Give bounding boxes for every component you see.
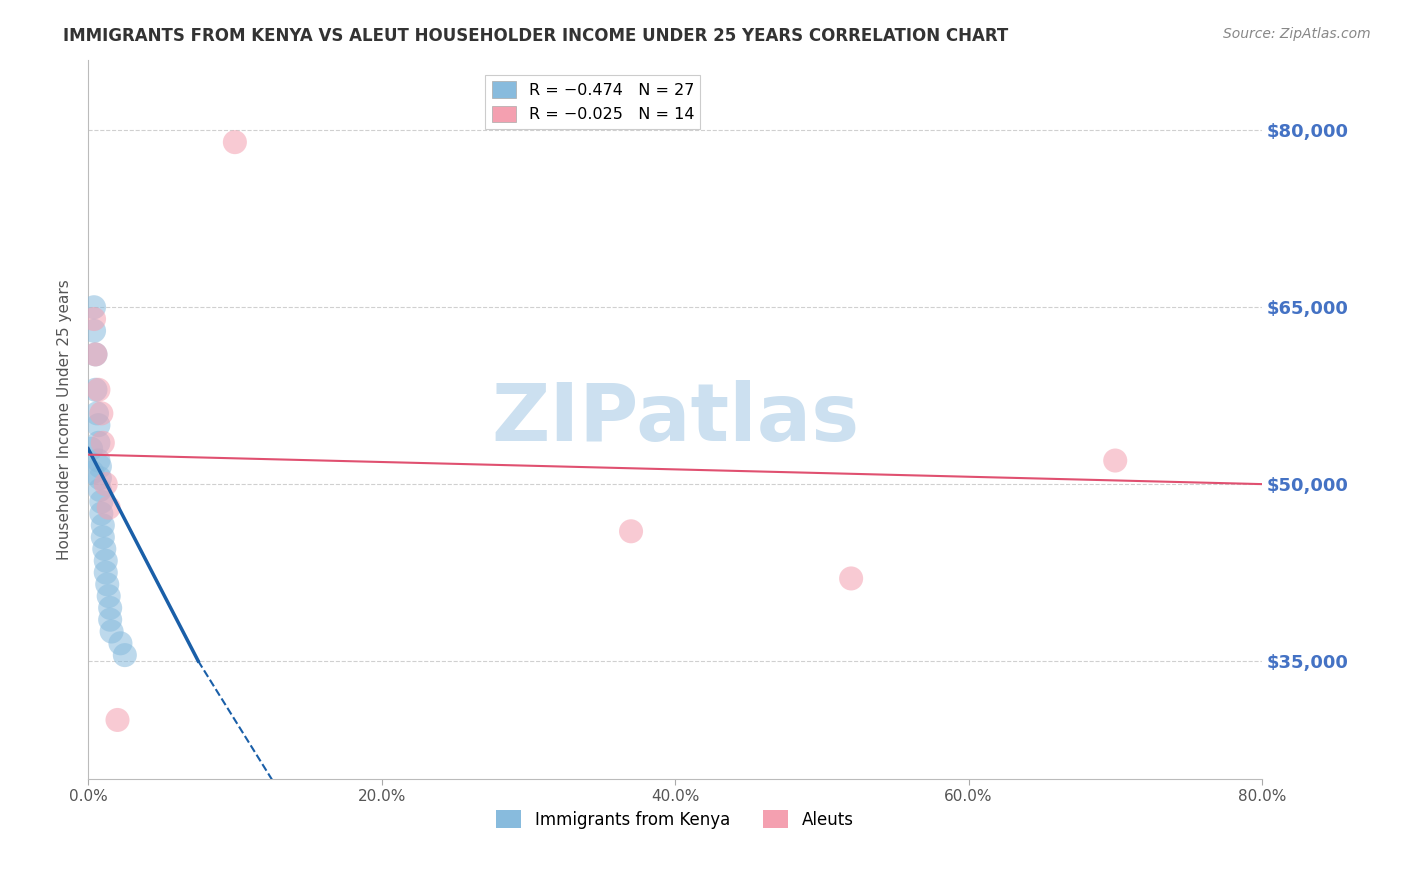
Point <box>87 453 110 467</box>
Text: Source: ZipAtlas.com: Source: ZipAtlas.com <box>1223 27 1371 41</box>
Point <box>87 383 110 397</box>
Text: ZIPatlas: ZIPatlas <box>491 380 859 458</box>
Point <box>90 495 112 509</box>
Point <box>107 713 129 727</box>
Point <box>839 571 862 585</box>
Point <box>98 601 121 615</box>
Text: IMMIGRANTS FROM KENYA VS ALEUT HOUSEHOLDER INCOME UNDER 25 YEARS CORRELATION CHA: IMMIGRANTS FROM KENYA VS ALEUT HOUSEHOLD… <box>63 27 1008 45</box>
Point <box>89 471 111 485</box>
Point <box>110 636 132 650</box>
Point <box>87 418 110 433</box>
Point <box>90 406 112 420</box>
Point <box>114 648 136 662</box>
Point <box>84 383 107 397</box>
Point <box>1104 453 1126 467</box>
Point <box>89 483 111 497</box>
Point <box>83 312 105 326</box>
Point <box>97 589 120 603</box>
Point <box>84 347 107 361</box>
Point <box>93 541 115 556</box>
Point <box>89 459 111 474</box>
Point <box>98 613 121 627</box>
Point <box>224 135 246 149</box>
Point <box>91 435 114 450</box>
Point <box>94 554 117 568</box>
Point <box>91 518 114 533</box>
Point <box>90 507 112 521</box>
Point <box>87 435 110 450</box>
Point <box>100 624 122 639</box>
Point <box>83 300 105 314</box>
Point <box>620 524 643 539</box>
Point <box>80 442 103 456</box>
Point <box>97 500 120 515</box>
Point <box>94 566 117 580</box>
Point <box>83 324 105 338</box>
Point <box>96 577 118 591</box>
Legend: Immigrants from Kenya, Aleuts: Immigrants from Kenya, Aleuts <box>489 804 860 835</box>
Y-axis label: Householder Income Under 25 years: Householder Income Under 25 years <box>58 279 72 559</box>
Point <box>86 406 108 420</box>
Point <box>94 477 117 491</box>
Point <box>91 530 114 544</box>
Point <box>84 347 107 361</box>
Point <box>82 466 104 480</box>
